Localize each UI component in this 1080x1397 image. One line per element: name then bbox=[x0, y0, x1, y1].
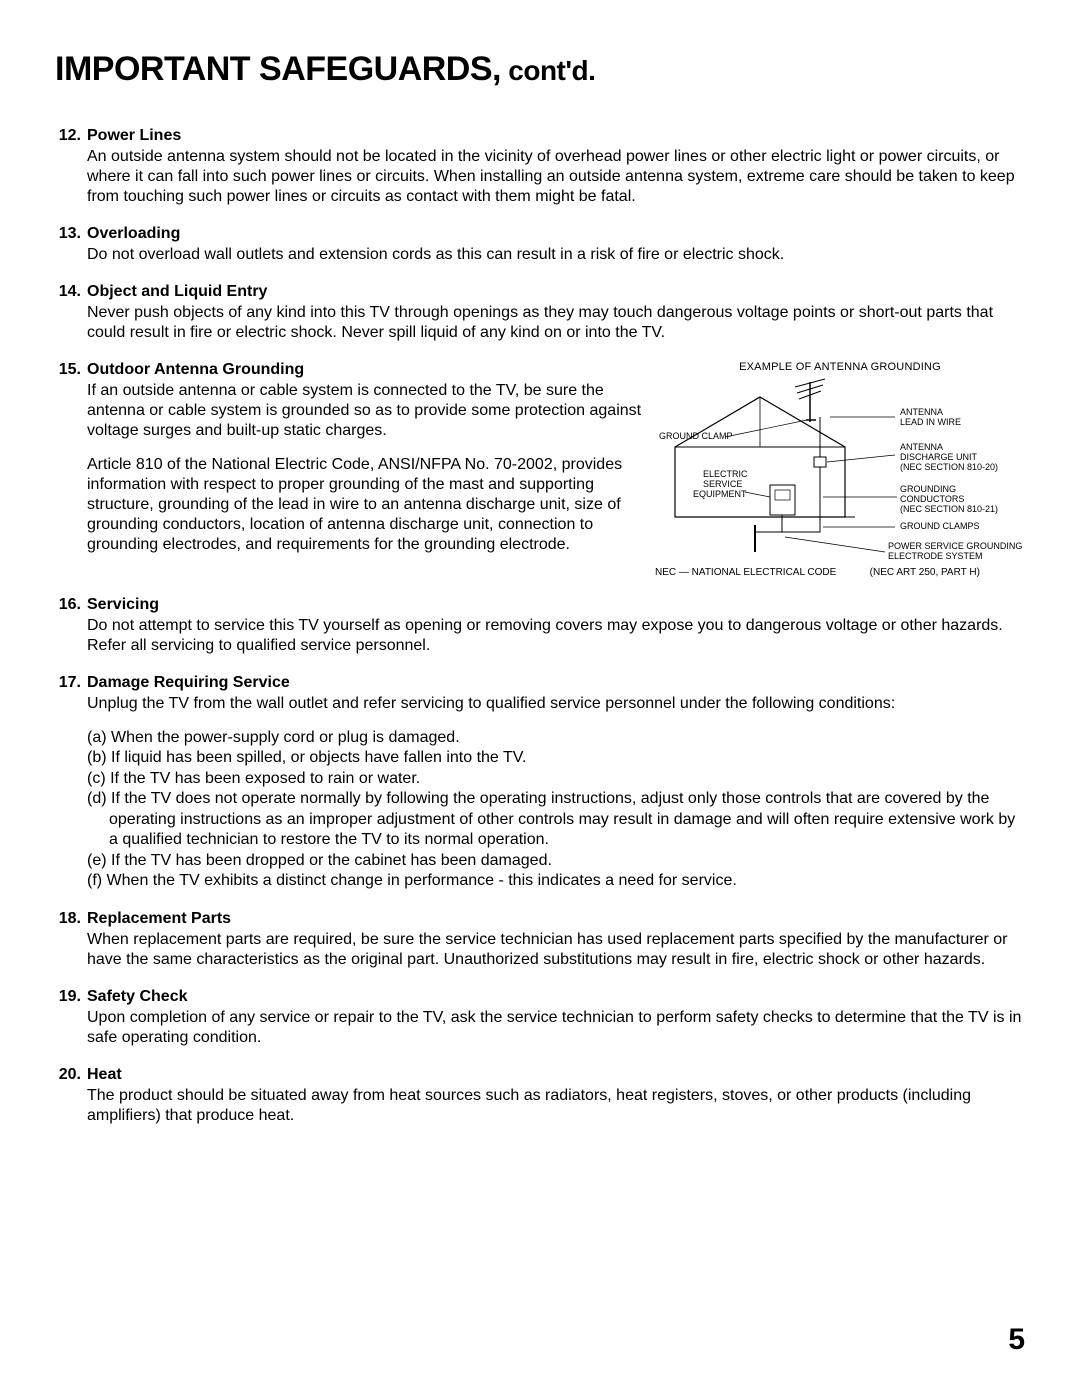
item-number: 18. bbox=[55, 910, 87, 970]
sub-d: (d) If the TV does not operate normally … bbox=[87, 789, 1025, 850]
title-contd: cont'd. bbox=[501, 55, 595, 86]
item-number: 14. bbox=[55, 283, 87, 343]
label-gcond-2: CONDUCTORS bbox=[900, 494, 964, 504]
label-electric-3: EQUIPMENT bbox=[693, 489, 747, 499]
item-text: An outside antenna system should not be … bbox=[87, 147, 1025, 207]
sub-e: (e) If the TV has been dropped or the ca… bbox=[87, 851, 1025, 871]
item-body: Overloading Do not overload wall outlets… bbox=[87, 225, 1025, 265]
label-ground-clamp: GROUND CLAMP bbox=[659, 431, 733, 441]
item-text-2: Article 810 of the National Electric Cod… bbox=[87, 455, 643, 555]
label-electric-2: SERVICE bbox=[703, 479, 742, 489]
sub-f: (f) When the TV exhibits a distinct chan… bbox=[87, 871, 1025, 891]
label-disch-1: ANTENNA bbox=[900, 442, 943, 452]
sub-a: (a) When the power-supply cord or plug i… bbox=[87, 728, 1025, 748]
diagram-footer: NEC — NATIONAL ELECTRICAL CODE (NEC ART … bbox=[655, 567, 1025, 578]
label-electric-1: ELECTRIC bbox=[703, 469, 748, 479]
item-text: When replacement parts are required, be … bbox=[87, 930, 1025, 970]
sub-b: (b) If liquid has been spilled, or objec… bbox=[87, 748, 1025, 768]
item-heading: Object and Liquid Entry bbox=[87, 283, 1025, 301]
label-pserv-1: POWER SERVICE GROUNDING bbox=[888, 541, 1022, 551]
item-number: 20. bbox=[55, 1066, 87, 1126]
item-number: 13. bbox=[55, 225, 87, 265]
item-text: The product should be situated away from… bbox=[87, 1086, 1025, 1126]
label-gcond-1: GROUNDING bbox=[900, 484, 956, 494]
safeguard-item-20: 20. Heat The product should be situated … bbox=[55, 1066, 1025, 1126]
safeguard-item-16: 16. Servicing Do not attempt to service … bbox=[55, 596, 1025, 656]
safeguard-item-14: 14. Object and Liquid Entry Never push o… bbox=[55, 283, 1025, 343]
item-heading: Power Lines bbox=[87, 127, 1025, 145]
diagram-footer-right: (NEC ART 250, PART H) bbox=[870, 567, 980, 578]
item-number: 15. bbox=[55, 361, 87, 578]
label-gcond-3: (NEC SECTION 810-21) bbox=[900, 504, 998, 514]
label-antenna-lead-2: LEAD IN WIRE bbox=[900, 417, 961, 427]
item-heading: Replacement Parts bbox=[87, 910, 1025, 928]
item-number: 17. bbox=[55, 674, 87, 892]
safeguard-item-15: 15. Outdoor Antenna Grounding If an outs… bbox=[55, 361, 1025, 578]
item-heading: Overloading bbox=[87, 225, 1025, 243]
item-number: 19. bbox=[55, 988, 87, 1048]
label-antenna-lead-1: ANTENNA bbox=[900, 407, 943, 417]
label-pserv-2: ELECTRODE SYSTEM bbox=[888, 551, 983, 561]
sub-c: (c) If the TV has been exposed to rain o… bbox=[87, 769, 1025, 789]
item-number: 12. bbox=[55, 127, 87, 207]
item-body: Replacement Parts When replacement parts… bbox=[87, 910, 1025, 970]
item-heading: Servicing bbox=[87, 596, 1025, 614]
item-body: Outdoor Antenna Grounding If an outside … bbox=[87, 361, 1025, 578]
item-sublist: (a) When the power-supply cord or plug i… bbox=[87, 728, 1025, 892]
label-disch-3: (NEC SECTION 810-20) bbox=[900, 462, 998, 472]
diagram-svg: GROUND CLAMP ELECTRIC SERVICE EQUIPMENT … bbox=[655, 377, 1025, 562]
item-body: Servicing Do not attempt to service this… bbox=[87, 596, 1025, 656]
item-body: Damage Requiring Service Unplug the TV f… bbox=[87, 674, 1025, 892]
item-heading: Outdoor Antenna Grounding bbox=[87, 361, 643, 379]
title-main: IMPORTANT SAFEGUARDS, bbox=[55, 50, 501, 88]
item-heading: Damage Requiring Service bbox=[87, 674, 1025, 692]
diagram-footer-left: NEC — NATIONAL ELECTRICAL CODE bbox=[655, 567, 836, 578]
item-body: Heat The product should be situated away… bbox=[87, 1066, 1025, 1126]
antenna-grounding-diagram: EXAMPLE OF ANTENNA GROUNDING bbox=[655, 361, 1025, 578]
item-text: Never push objects of any kind into this… bbox=[87, 303, 1025, 343]
safeguard-item-17: 17. Damage Requiring Service Unplug the … bbox=[55, 674, 1025, 892]
item-text: Do not overload wall outlets and extensi… bbox=[87, 245, 1025, 265]
label-ground-clamps: GROUND CLAMPS bbox=[900, 521, 980, 531]
item-body: Power Lines An outside antenna system sh… bbox=[87, 127, 1025, 207]
safeguard-item-19: 19. Safety Check Upon completion of any … bbox=[55, 988, 1025, 1048]
page-number: 5 bbox=[1008, 1323, 1025, 1357]
page-title: IMPORTANT SAFEGUARDS, cont'd. bbox=[55, 50, 1025, 89]
item-heading: Heat bbox=[87, 1066, 1025, 1084]
item-heading: Safety Check bbox=[87, 988, 1025, 1006]
diagram-title: EXAMPLE OF ANTENNA GROUNDING bbox=[655, 361, 1025, 373]
item-text: Upon completion of any service or repair… bbox=[87, 1008, 1025, 1048]
item-body: Safety Check Upon completion of any serv… bbox=[87, 988, 1025, 1048]
safeguard-item-12: 12. Power Lines An outside antenna syste… bbox=[55, 127, 1025, 207]
item-text: Do not attempt to service this TV yourse… bbox=[87, 616, 1025, 656]
item-body: Object and Liquid Entry Never push objec… bbox=[87, 283, 1025, 343]
label-disch-2: DISCHARGE UNIT bbox=[900, 452, 978, 462]
safeguard-item-13: 13. Overloading Do not overload wall out… bbox=[55, 225, 1025, 265]
item-number: 16. bbox=[55, 596, 87, 656]
item-text: Unplug the TV from the wall outlet and r… bbox=[87, 694, 1025, 714]
item-text: If an outside antenna or cable system is… bbox=[87, 381, 643, 441]
safeguard-item-18: 18. Replacement Parts When replacement p… bbox=[55, 910, 1025, 970]
